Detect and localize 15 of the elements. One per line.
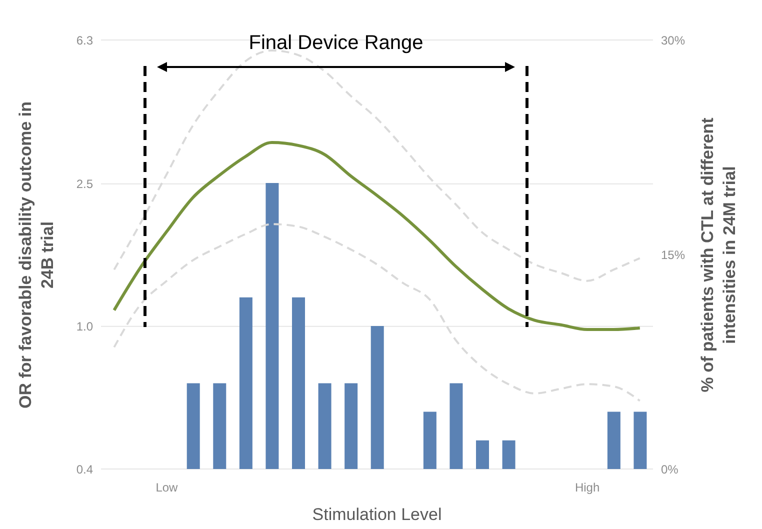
y2-tick-label: 15% [661,248,686,262]
line-series [113,223,641,402]
y2-tick-label: 30% [661,33,686,48]
annotation: Final Device Range [248,32,424,55]
y2-tick-label: 0% [661,462,679,476]
y2-axis-title: % of patients with CTL at different intensities in 24M trial [697,116,740,394]
x-tick-label: Low [156,480,178,495]
y-tick-label: 6.3 [76,33,94,48]
y-tick-label: 0.4 [76,462,94,476]
line-series [112,141,642,332]
y-axis-title: OR for favorable disability outcome in 24B trial [15,100,58,410]
y-tick-label: 2.5 [76,177,94,192]
x-tick-label: High [574,480,600,495]
y-tick-label: 1.0 [76,320,94,334]
x-axis-title: Stimulation Level [311,505,443,525]
